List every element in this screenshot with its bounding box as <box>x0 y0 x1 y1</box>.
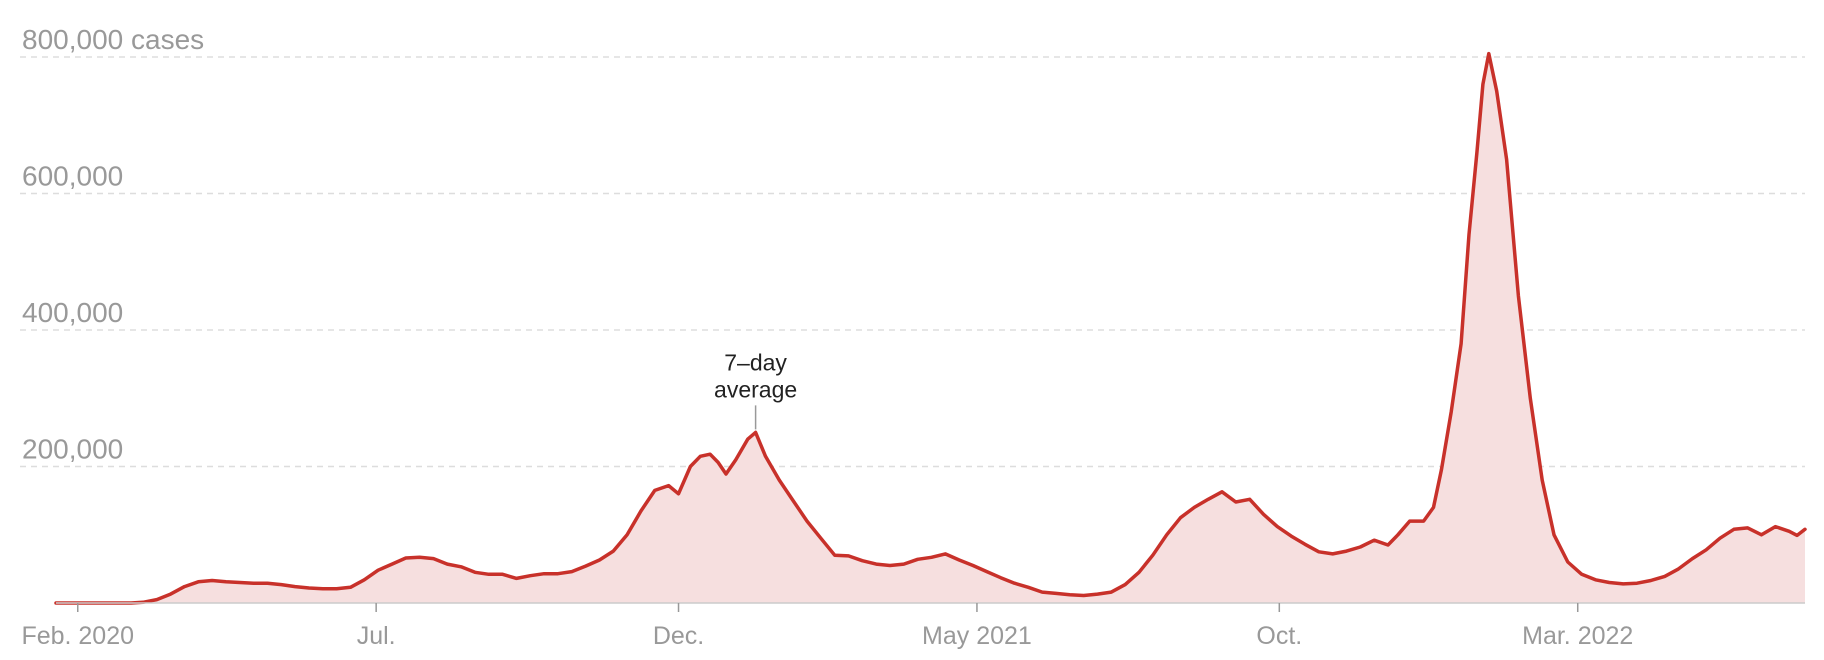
y-tick-label: 600,000 <box>22 161 123 192</box>
x-axis: Feb. 2020 Jul. Dec. May 2021 Oct. Mar. 2022 <box>21 602 1805 650</box>
annotation: 7–day average <box>714 349 797 430</box>
annotation-line-2: average <box>714 376 797 402</box>
x-tick-label: Feb. 2020 <box>21 622 134 650</box>
x-tick-label: Jul. <box>357 622 396 650</box>
y-tick-label: 200,000 <box>22 434 123 465</box>
y-axis-labels: 200,000 400,000 600,000 800,000 cases <box>22 24 204 465</box>
seven-day-average-line <box>54 51 1807 605</box>
plot-area <box>54 51 1807 605</box>
y-tick-label: 800,000 cases <box>22 24 204 55</box>
gridlines <box>20 56 1805 468</box>
x-tick-label: Mar. 2022 <box>1522 622 1633 650</box>
area-fill <box>56 53 1805 604</box>
annotation-line-1: 7–day <box>724 349 787 375</box>
x-tick-label: Dec. <box>653 622 704 650</box>
x-tick-label: Oct. <box>1256 622 1302 650</box>
x-tick-label: May 2021 <box>922 622 1032 650</box>
y-tick-label: 400,000 <box>22 297 123 328</box>
